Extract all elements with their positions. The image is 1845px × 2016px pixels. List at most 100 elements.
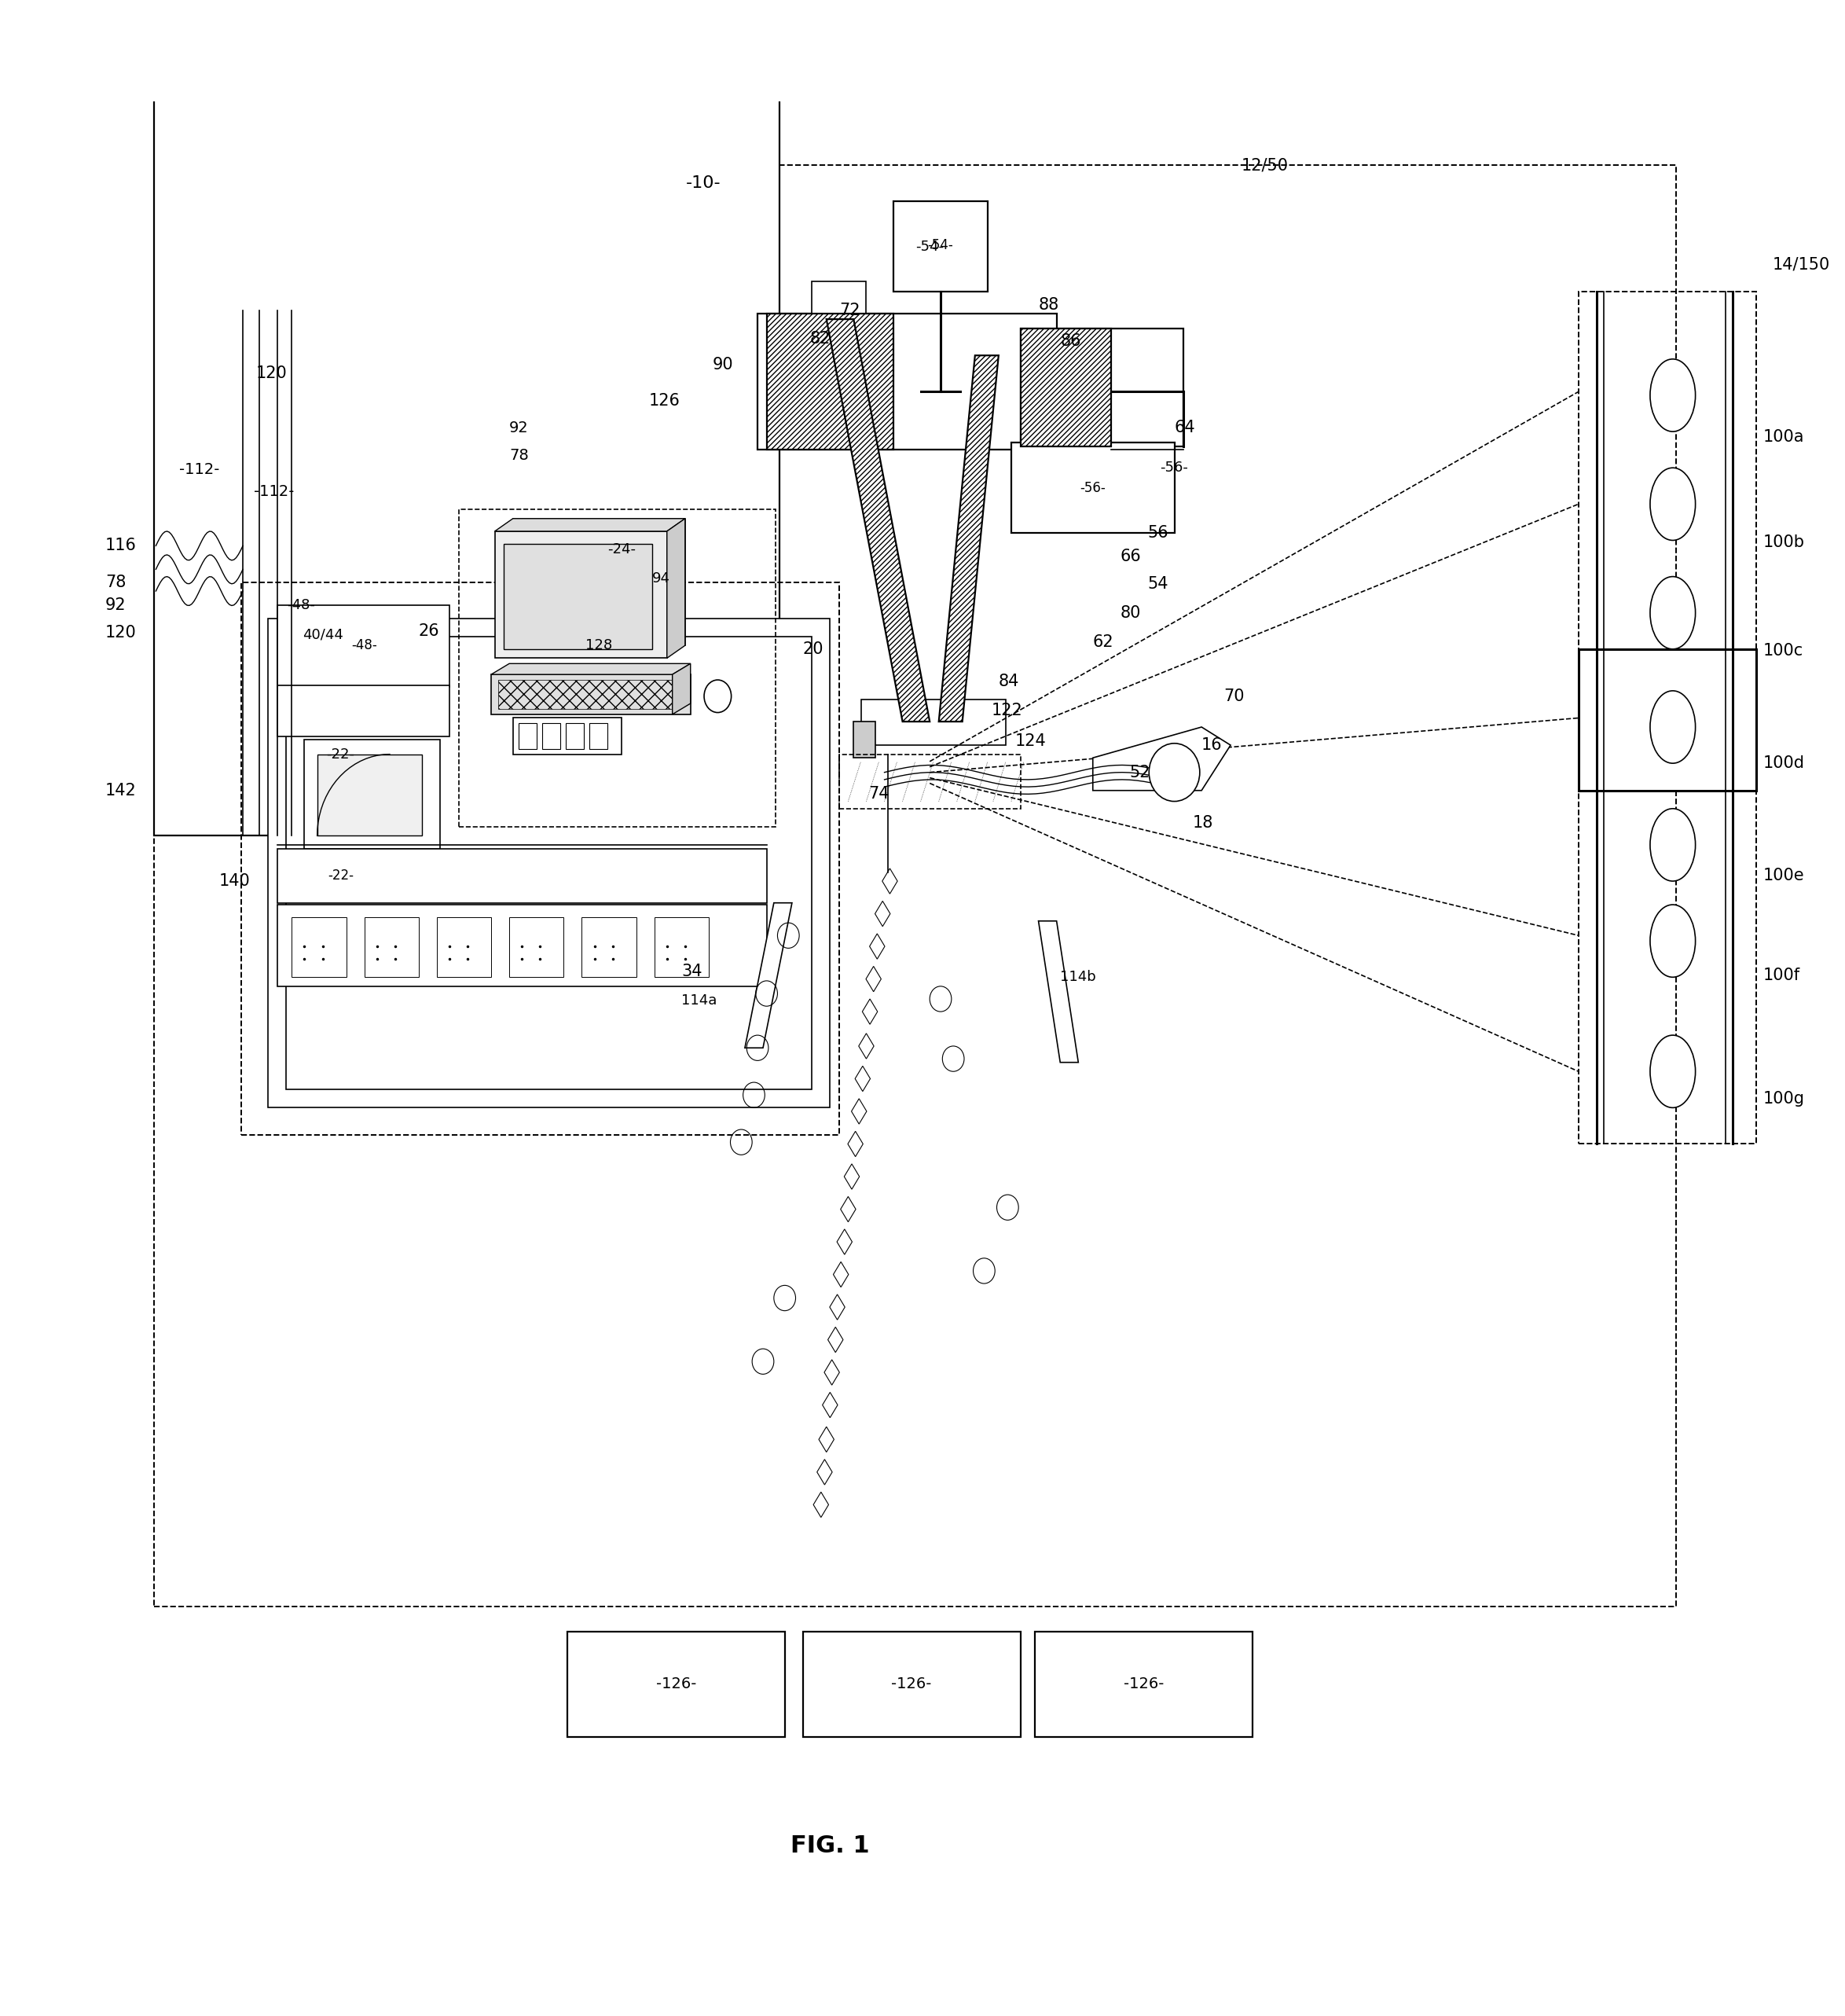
Bar [437,917,491,978]
Bar [1011,442,1175,532]
Bar [862,700,1006,746]
Bar [513,518,684,645]
Text: 100g: 100g [1764,1091,1804,1107]
Text: 80: 80 [1120,605,1140,621]
Text: 66: 66 [1120,548,1140,564]
Bar [155,165,1677,1607]
Text: -22-: -22- [327,748,354,762]
Bar [155,0,779,837]
Text: 100e: 100e [1764,867,1804,883]
Text: 16: 16 [1201,738,1223,754]
Text: -126-: -126- [1124,1677,1164,1691]
Text: 78: 78 [509,448,530,462]
Bar [268,619,830,1107]
Text: 52: 52 [1129,764,1149,780]
Text: 122: 122 [991,704,1022,718]
Polygon shape [1039,921,1077,1062]
Text: 20: 20 [803,641,823,657]
Text: 12/50: 12/50 [1242,157,1288,173]
Text: -112-: -112- [253,484,293,498]
Text: -10-: -10- [686,175,721,192]
Bar [589,724,607,748]
Text: 94: 94 [653,571,670,585]
Bar [504,544,653,649]
Text: 84: 84 [998,673,1018,689]
Text: 126: 126 [649,393,681,409]
Text: -48-: -48- [286,599,315,613]
Text: 114a: 114a [681,994,718,1008]
Text: 26: 26 [419,623,439,639]
Text: 72: 72 [839,302,860,319]
Ellipse shape [1649,359,1696,431]
Polygon shape [768,314,893,450]
Bar [277,685,450,736]
Bar [277,905,768,986]
Bar [1035,1631,1253,1736]
Text: -56-: -56- [1161,462,1188,476]
Bar [803,1631,1020,1736]
Bar [286,637,812,1089]
Bar [277,605,450,687]
Bar [758,314,1057,450]
Bar [292,917,347,978]
Bar [518,724,537,748]
Text: 70: 70 [1223,687,1244,704]
Bar [566,1631,784,1736]
Text: 100a: 100a [1764,429,1804,446]
Text: 34: 34 [681,964,703,980]
Text: 114b: 114b [1061,970,1096,984]
Text: 124: 124 [1015,734,1046,750]
Bar [173,609,775,673]
Bar [655,917,708,978]
Bar [513,718,622,754]
Text: 86: 86 [1061,333,1081,349]
Text: 78: 78 [105,575,125,591]
Bar [893,202,987,292]
Bar [758,314,1057,450]
Bar [854,722,875,758]
Bar [304,740,441,849]
Text: 100f: 100f [1764,968,1801,984]
Text: 90: 90 [712,357,732,373]
Text: 128: 128 [585,639,613,653]
Ellipse shape [1649,577,1696,649]
Text: 14/150: 14/150 [1773,256,1830,272]
Text: 18: 18 [1192,814,1214,831]
Text: FIG. 1: FIG. 1 [790,1835,869,1857]
Ellipse shape [1649,1034,1696,1107]
Text: 88: 88 [1039,296,1059,312]
Text: 120: 120 [256,365,286,381]
Polygon shape [491,663,690,675]
Bar [363,917,419,978]
Polygon shape [1020,329,1111,446]
Bar [812,280,867,314]
Bar [509,917,563,978]
Text: 56: 56 [1148,526,1168,540]
Polygon shape [939,355,998,722]
Bar [565,724,583,748]
Text: -48-: -48- [351,639,376,653]
Bar [173,373,463,609]
Text: 140: 140 [220,873,251,889]
Text: 64: 64 [1175,419,1196,435]
Bar [494,532,666,657]
Bar [498,679,679,710]
Polygon shape [745,903,792,1048]
Bar [168,347,775,837]
Text: 74: 74 [869,786,889,802]
Text: 82: 82 [810,331,830,347]
Polygon shape [666,518,684,657]
Text: 92: 92 [509,421,530,435]
Text: 116: 116 [105,538,137,554]
Text: -56-: -56- [1079,480,1105,494]
Text: 142: 142 [105,782,137,798]
Text: 92: 92 [105,597,125,613]
Text: -22-: -22- [328,869,354,883]
Ellipse shape [1149,744,1199,800]
Bar [1020,329,1183,446]
Ellipse shape [1649,808,1696,881]
Ellipse shape [705,679,731,712]
Text: -24-: -24- [607,542,637,556]
Bar [459,510,775,827]
Polygon shape [494,518,684,532]
